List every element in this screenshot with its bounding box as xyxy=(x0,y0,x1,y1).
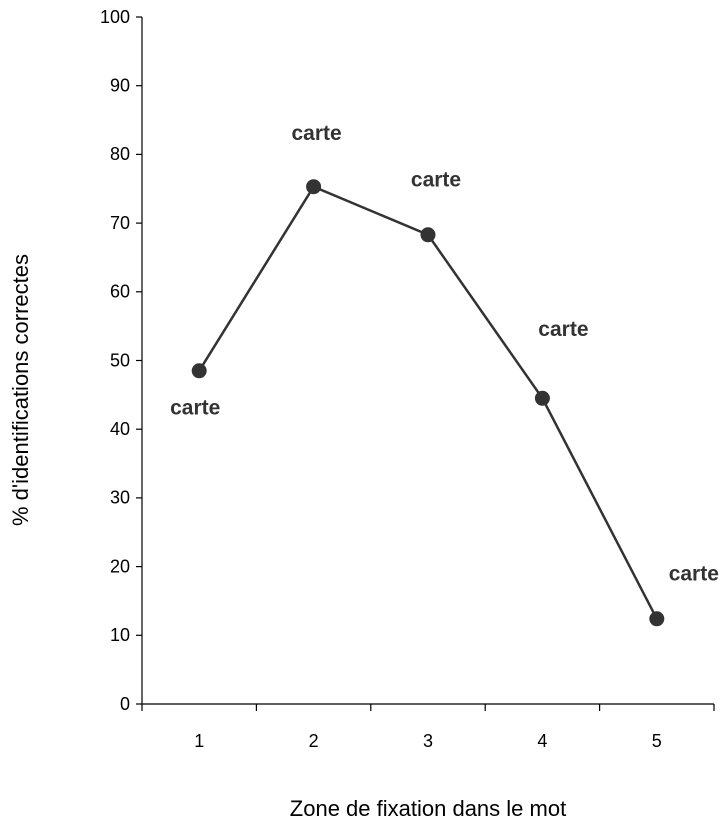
y-tick-label: 80 xyxy=(110,144,130,164)
y-tick-label: 70 xyxy=(110,213,130,233)
y-tick-label: 0 xyxy=(120,694,130,714)
x-axis-label: Zone de fixation dans le mot xyxy=(290,796,566,821)
y-tick-label: 40 xyxy=(110,419,130,439)
point-label: carte xyxy=(669,562,719,585)
point xyxy=(534,390,550,406)
point xyxy=(306,179,322,195)
point-label: carte xyxy=(170,396,220,419)
y-tick-label: 50 xyxy=(110,350,130,370)
y-tick-label: 60 xyxy=(110,282,130,302)
x-tick-label: 5 xyxy=(652,731,662,751)
point xyxy=(191,363,207,379)
line xyxy=(198,185,658,620)
point-label: carte xyxy=(291,122,341,145)
y-tick-label: 90 xyxy=(110,75,130,95)
y-tick-label: 100 xyxy=(100,7,130,27)
point xyxy=(420,227,436,243)
x-tick-label: 2 xyxy=(309,731,319,751)
x-tick-label: 4 xyxy=(537,731,547,751)
y-tick-label: 30 xyxy=(110,488,130,508)
y-tick-label: 20 xyxy=(110,556,130,576)
x-tick-label: 3 xyxy=(423,731,433,751)
y-tick-label: 10 xyxy=(110,625,130,645)
y-axis-label: % d'identifications correctes xyxy=(8,254,33,526)
point xyxy=(649,611,665,627)
point-label: carte xyxy=(411,168,461,191)
point-label: carte xyxy=(538,318,588,341)
x-tick-label: 1 xyxy=(194,731,204,751)
